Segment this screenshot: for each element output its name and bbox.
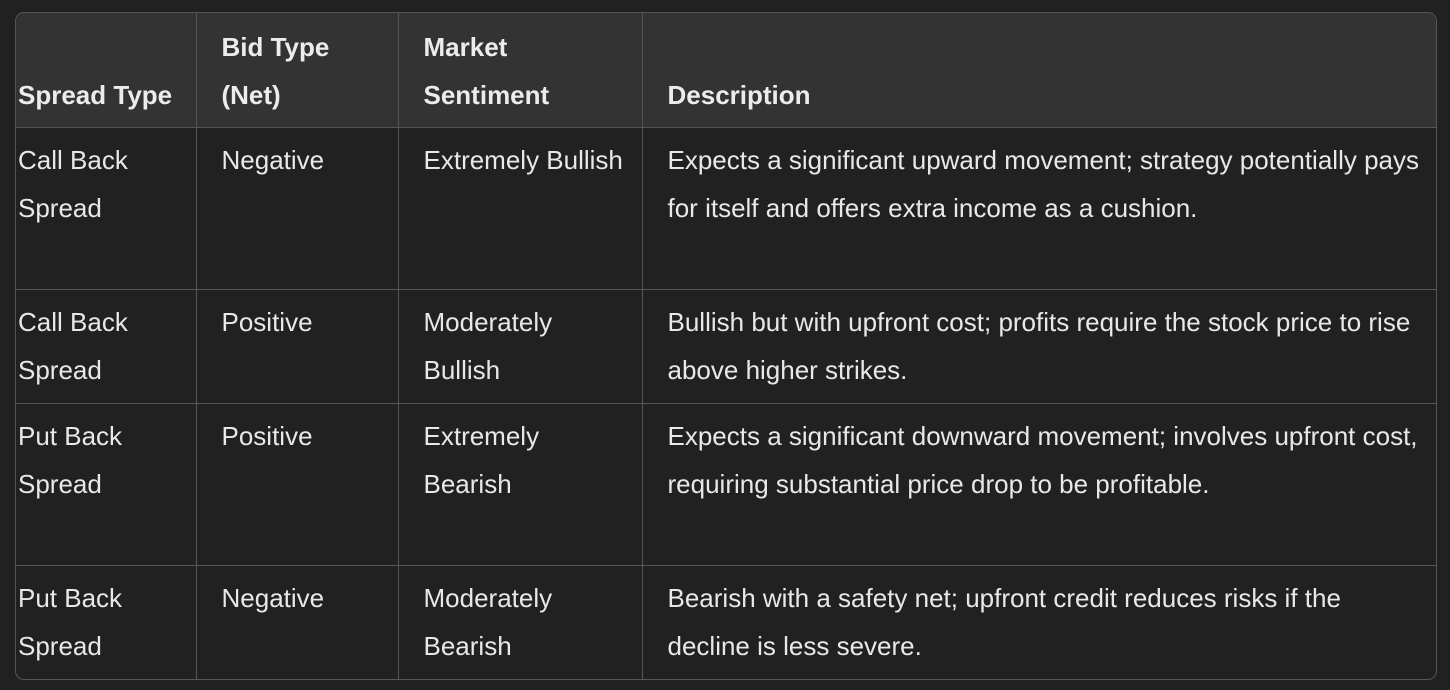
cell-description: Bullish but with upfront cost; profits r… <box>642 289 1436 404</box>
table-container: Spread Type Bid Type (Net) Market Sentim… <box>15 12 1437 680</box>
table-row: Put Back Spread Negative Moderately Bear… <box>16 565 1436 679</box>
cell-market-sentiment: Extremely Bullish <box>398 127 643 290</box>
cell-spread-type: Put Back Spread <box>16 565 197 679</box>
table-header-row: Spread Type Bid Type (Net) Market Sentim… <box>16 13 1436 128</box>
cell-spread-type: Call Back Spread <box>16 127 197 290</box>
cell-bid-type: Positive <box>196 403 399 566</box>
cell-spread-type: Put Back Spread <box>16 403 197 566</box>
cell-bid-type: Negative <box>196 127 399 290</box>
header-market-sentiment: Market Sentiment <box>398 13 643 128</box>
table-row: Call Back Spread Positive Moderately Bul… <box>16 289 1436 404</box>
cell-bid-type: Positive <box>196 289 399 404</box>
cell-market-sentiment: Moderately Bearish <box>398 565 643 679</box>
table-row: Call Back Spread Negative Extremely Bull… <box>16 127 1436 290</box>
header-bid-type: Bid Type (Net) <box>196 13 399 128</box>
cell-bid-type: Negative <box>196 565 399 679</box>
cell-market-sentiment: Extremely Bearish <box>398 403 643 566</box>
cell-description: Expects a significant downward movement;… <box>642 403 1436 566</box>
cell-spread-type: Call Back Spread <box>16 289 197 404</box>
cell-market-sentiment: Moderately Bullish <box>398 289 643 404</box>
header-spread-type: Spread Type <box>16 13 197 128</box>
header-description: Description <box>642 13 1436 128</box>
table-row: Put Back Spread Positive Extremely Beari… <box>16 403 1436 566</box>
cell-description: Bearish with a safety net; upfront credi… <box>667 582 1341 661</box>
spread-strategy-table: Spread Type Bid Type (Net) Market Sentim… <box>16 13 1436 679</box>
cell-description: Expects a significant upward movement; s… <box>642 127 1436 290</box>
